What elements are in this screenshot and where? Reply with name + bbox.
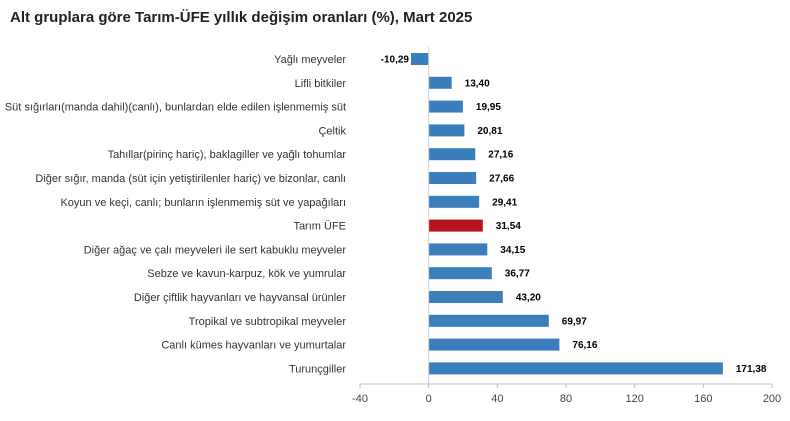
bar	[428, 362, 723, 375]
bar	[411, 53, 429, 65]
category-label: Koyun ve keçi, canlı; bunların işlenmemi…	[60, 197, 346, 209]
bar	[428, 243, 488, 256]
value-labels: -10,29 13,40 19,95 20,81 27,16 27,66 29,41 31,5…	[381, 55, 767, 375]
value-label: 31,54	[496, 221, 521, 232]
category-label: Diğer çiftlik hayvanları ve hayvansal ür…	[134, 292, 346, 304]
value-label: 36,77	[505, 269, 530, 280]
value-label: 13,40	[465, 78, 490, 89]
x-axis: -40 0 40 80 120 160 200	[352, 47, 781, 405]
x-tick-label: 200	[763, 393, 781, 405]
x-tick-label: 80	[560, 393, 572, 405]
category-label: Tarım ÜFE	[293, 221, 346, 233]
category-label: Süt sığırları(manda dahil)(canlı), bunla…	[5, 102, 346, 114]
value-label: 20,81	[477, 126, 502, 137]
category-labels: Yağlı meyveler Lifli bitkiler Süt sığırlar…	[5, 54, 347, 375]
bar	[428, 195, 480, 208]
value-label: 27,66	[489, 174, 514, 185]
category-label: Tropikal ve subtropikal meyveler	[189, 316, 347, 328]
bar	[428, 291, 503, 303]
x-tick-label: 160	[694, 393, 712, 405]
category-label: Lifli bitkiler	[295, 78, 347, 90]
bar	[428, 172, 477, 184]
value-label: 19,95	[476, 102, 501, 113]
category-label: Çeltik	[318, 125, 346, 137]
value-label: 43,20	[516, 293, 541, 304]
value-label: 34,15	[500, 245, 525, 256]
bars	[411, 53, 723, 375]
bar	[428, 338, 560, 351]
category-label: Diğer ağaç ve çalı meyveleri ile sert ka…	[84, 244, 347, 256]
category-label: Tahıllar(pirinç hariç), baklagiller ve y…	[108, 149, 347, 161]
x-tick-label: 40	[491, 393, 503, 405]
bar	[428, 314, 549, 327]
value-label: -10,29	[381, 55, 410, 66]
value-label: 27,16	[488, 150, 513, 161]
bar	[428, 148, 476, 161]
chart-title: Alt gruplara göre Tarım-ÜFE yıllık değiş…	[10, 9, 473, 26]
category-label: Diğer sığır, manda (süt için yetiştirile…	[35, 173, 346, 185]
x-tick-label: -40	[352, 393, 368, 405]
x-tick-label: 0	[426, 393, 432, 405]
x-tick-label: 120	[625, 393, 643, 405]
category-label: Yağlı meyveler	[274, 54, 346, 66]
bar	[428, 76, 452, 89]
value-label: 171,38	[736, 364, 767, 375]
value-label: 76,16	[572, 340, 597, 351]
category-label: Turunçgiller	[289, 363, 346, 375]
category-label: Sebze ve kavun-karpuz, kök ve yumrular	[147, 268, 346, 280]
value-label: 69,97	[562, 316, 587, 327]
value-label: 29,41	[492, 197, 517, 208]
bar-highlight	[428, 219, 483, 232]
bar	[428, 100, 463, 113]
bar	[428, 267, 492, 280]
bar	[428, 124, 465, 137]
category-label: Canlı kümes hayvanları ve yumurtalar	[161, 340, 346, 352]
